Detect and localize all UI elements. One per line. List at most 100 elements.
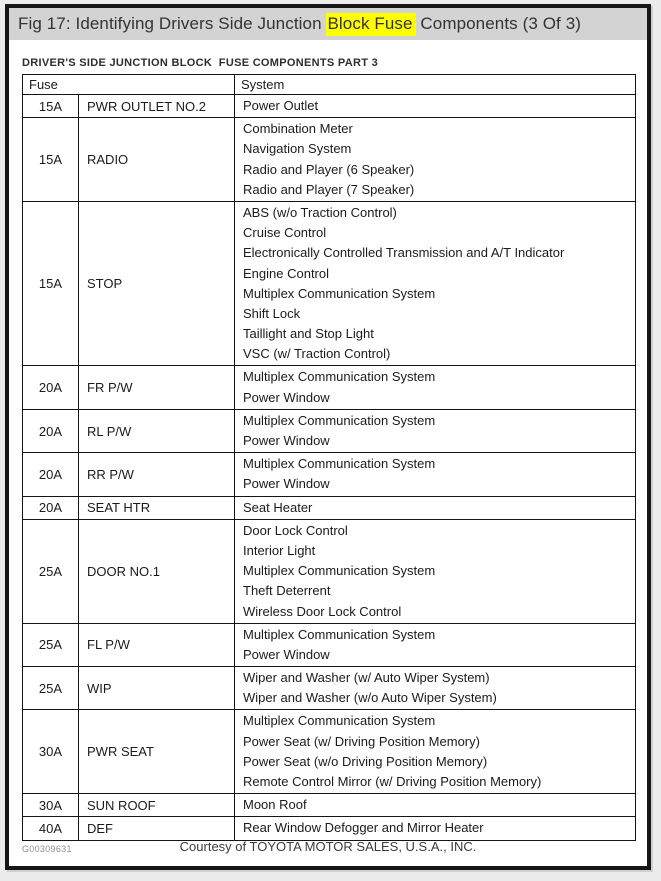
system-line: Theft Deterrent: [243, 583, 331, 599]
table-row: 20A FR P/W Multiplex Communication System P…: [22, 365, 636, 410]
fuse-components-table: Fuse System 15A PWR OUTLET NO.2 Power Outl…: [22, 74, 636, 841]
system-line: Power Seat (w/ Driving Position Memory): [243, 733, 480, 749]
table-row: 15A PWR OUTLET NO.2 Power Outlet: [22, 93, 636, 119]
system-line: Multiplex Communication System: [243, 713, 436, 729]
fuse-name-cell: PWR SEAT: [78, 709, 235, 795]
table-row: 15A STOP ABS (w/o Traction Control) Cruise …: [22, 200, 636, 367]
table-row: 20A RR P/W Multiplex Communication System P…: [22, 452, 636, 497]
system-cell: ABS (w/o Traction Control) Cruise Control…: [234, 200, 636, 367]
courtesy-credit: Courtesy of TOYOTA MOTOR SALES, U.S.A., …: [179, 839, 477, 854]
fuse-name-cell: SEAT HTR: [78, 495, 235, 520]
fuse-name-cell: PWR OUTLET NO.2: [78, 93, 235, 119]
fuse-amperage-cell: 25A: [22, 518, 79, 624]
table-row: 25A FL P/W Multiplex Communication System P…: [22, 622, 636, 668]
fuse-amperage-cell: 30A: [22, 793, 79, 818]
system-cell: Combination Meter Navigation System Radio …: [234, 117, 636, 202]
table-row: 30A SUN ROOF Moon Roof: [22, 793, 636, 818]
system-line: Multiplex Communication System: [243, 563, 436, 579]
fuse-name-cell: DOOR NO.1: [78, 518, 235, 624]
system-cell: Door Lock Control Interior Light Multiplex…: [234, 518, 636, 624]
table-row: 20A SEAT HTR Seat Heater: [22, 495, 636, 520]
system-line: Radio and Player (7 Speaker): [243, 181, 415, 197]
table-caption: DRIVER'S SIDE JUNCTION BLOCK FUSE COMPON…: [22, 57, 378, 69]
system-line: Multiplex Communication System: [243, 456, 436, 472]
system-line: Electronically Controlled Transmission a…: [243, 245, 565, 261]
system-line: Multiplex Communication System: [243, 412, 436, 428]
fuse-amperage-cell: 15A: [22, 200, 79, 367]
system-cell: Multiplex Communication System Power Wind…: [234, 365, 636, 410]
fuse-name-cell: RADIO: [78, 117, 235, 202]
figure-title-suffix: Components (3 Of 3): [415, 14, 582, 33]
system-line: Door Lock Control: [243, 522, 348, 538]
system-line: Radio and Player (6 Speaker): [243, 161, 415, 177]
fuse-amperage-cell: 20A: [22, 408, 79, 454]
document-page: Fig 17: Identifying Drivers Side Junctio…: [5, 4, 651, 870]
system-cell: Moon Roof: [234, 793, 636, 818]
system-cell: Multiplex Communication System Power Seat…: [234, 709, 636, 795]
system-line: Interior Light: [243, 542, 316, 558]
system-cell: Multiplex Communication System Power Wind…: [234, 622, 636, 668]
system-line: Multiplex Communication System: [243, 369, 436, 385]
system-line: Wireless Door Lock Control: [243, 603, 402, 619]
system-line: Rear Window Defogger and Mirror Heater: [243, 820, 484, 836]
system-cell: Power Outlet: [234, 93, 636, 119]
figure-title-bar: Fig 17: Identifying Drivers Side Junctio…: [9, 8, 647, 40]
system-line: Taillight and Stop Light: [243, 326, 374, 342]
system-line: Wiper and Washer (w/ Auto Wiper System): [243, 670, 490, 686]
system-line: Power Window: [243, 476, 330, 492]
fuse-amperage-cell: 15A: [22, 93, 79, 119]
system-line: Seat Heater: [243, 499, 313, 515]
figure-title-highlighted-text: Block Fuse: [326, 12, 416, 36]
fuse-name-cell: STOP: [78, 200, 235, 367]
fuse-name-cell: RR P/W: [78, 452, 235, 497]
fuse-amperage-cell: 20A: [22, 495, 79, 520]
system-line: Power Window: [243, 389, 330, 405]
system-line: Shift Lock: [243, 305, 301, 321]
table-row: 15A RADIO Combination Meter Navigation Syst…: [22, 117, 636, 202]
fuse-amperage-cell: 20A: [22, 365, 79, 410]
fuse-amperage-cell: 25A: [22, 622, 79, 668]
system-line: Power Window: [243, 433, 330, 448]
table-row: 25A WIP Wiper and Washer (w/ Auto Wiper Sy…: [22, 666, 636, 711]
system-line: Engine Control: [243, 265, 329, 281]
table-row: 20A RL P/W Multiplex Communication System P…: [22, 408, 636, 454]
table-row: 25A DOOR NO.1 Door Lock Control Interior Li…: [22, 518, 636, 624]
system-cell: Seat Heater: [234, 495, 636, 520]
system-line: Power Seat (w/o Driving Position Memory): [243, 753, 488, 769]
fuse-amperage-cell: 25A: [22, 666, 79, 711]
system-line: Cruise Control: [243, 225, 327, 241]
fuse-amperage-cell: 15A: [22, 117, 79, 202]
system-cell: Rear Window Defogger and Mirror Heater: [234, 816, 636, 841]
system-line: Navigation System: [243, 141, 352, 157]
document-content: DRIVER'S SIDE JUNCTION BLOCK FUSE COMPON…: [9, 40, 647, 854]
system-cell: Multiplex Communication System Power Wind…: [234, 408, 636, 454]
system-cell: Multiplex Communication System Power Wind…: [234, 452, 636, 497]
system-line: Wiper and Washer (w/o Auto Wiper System): [243, 690, 497, 706]
fuse-amperage-cell: 30A: [22, 709, 79, 795]
table-row: 40A DEF Rear Window Defogger and Mirror He…: [22, 816, 636, 841]
system-line: Combination Meter: [243, 121, 353, 137]
fuse-name-cell: DEF: [78, 816, 235, 841]
fuse-name-cell: FR P/W: [78, 365, 235, 410]
fuse-name-cell: RL P/W: [78, 408, 235, 454]
system-line: VSC (w/ Traction Control): [243, 346, 391, 362]
system-line: Multiplex Communication System: [243, 285, 436, 301]
system-line: ABS (w/o Traction Control): [243, 204, 397, 220]
column-header-system: System: [234, 74, 636, 95]
fuse-name-cell: WIP: [78, 666, 235, 711]
system-line: Power Outlet: [243, 98, 319, 113]
system-line: Remote Control Mirror (w/ Driving Positi…: [243, 774, 542, 789]
system-line: Multiplex Communication System: [243, 626, 436, 642]
system-line: Power Window: [243, 646, 330, 662]
column-header-fuse: Fuse: [22, 74, 235, 95]
fuse-amperage-cell: 40A: [22, 816, 79, 841]
figure-code: G00309631: [22, 843, 72, 854]
figure-title-prefix: Fig 17: Identifying Drivers Side Junctio…: [18, 14, 327, 33]
system-cell: Wiper and Washer (w/ Auto Wiper System) W…: [234, 666, 636, 711]
table-header-row: Fuse System: [22, 74, 636, 95]
fuse-amperage-cell: 20A: [22, 452, 79, 497]
system-line: Moon Roof: [243, 797, 307, 813]
fuse-name-cell: FL P/W: [78, 622, 235, 668]
fuse-name-cell: SUN ROOF: [78, 793, 235, 818]
table-row: 30A PWR SEAT Multiplex Communication Syste…: [22, 709, 636, 795]
